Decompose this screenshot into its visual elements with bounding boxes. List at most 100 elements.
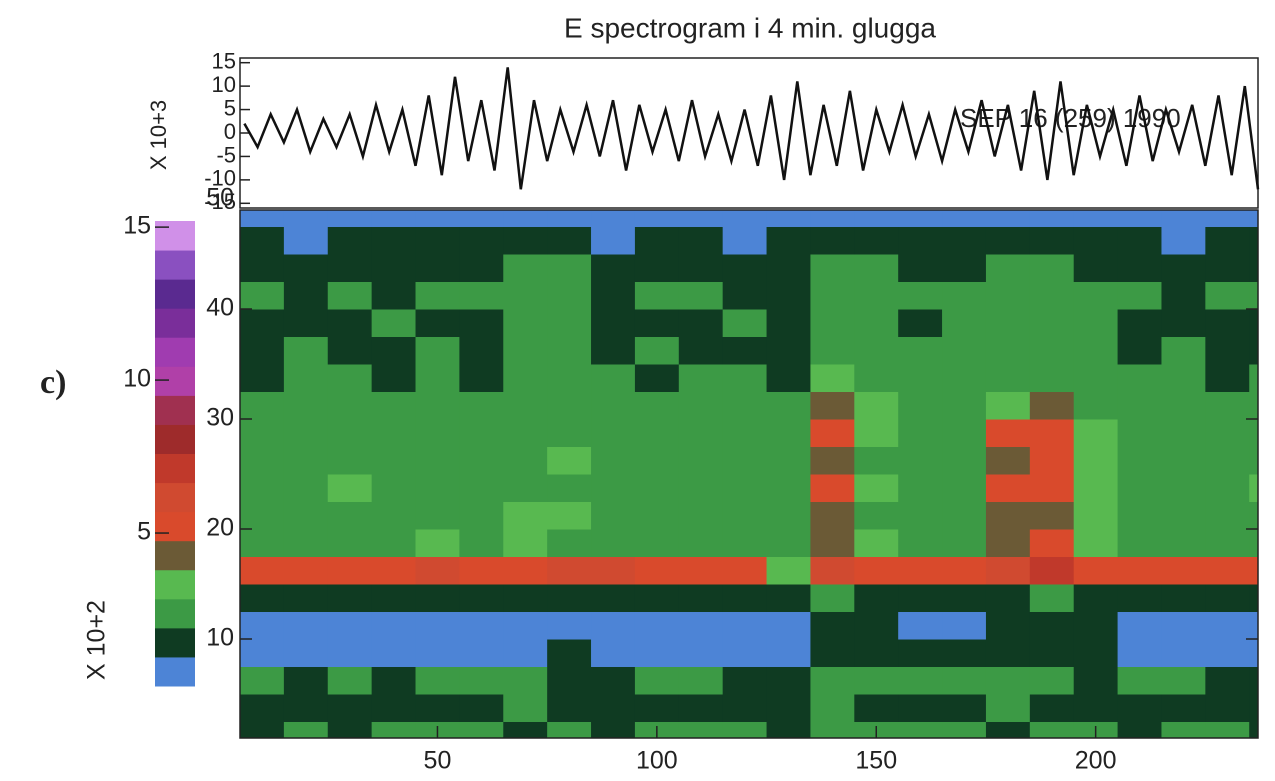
heat-cell	[1161, 694, 1206, 722]
heat-cell	[1073, 529, 1119, 557]
heat-cell	[1249, 254, 1258, 282]
heat-cell	[240, 364, 285, 392]
heat-cell	[1205, 501, 1250, 530]
heat-cell	[547, 529, 592, 557]
heat-cell	[1249, 446, 1258, 475]
heat-cell	[1249, 226, 1258, 255]
heat-cell	[678, 281, 724, 310]
heat-cell	[459, 474, 504, 502]
heat-cell	[240, 391, 285, 420]
heat-cell	[634, 364, 680, 392]
heat-cell	[766, 556, 811, 585]
heat-cell	[942, 446, 987, 475]
heat-cell	[722, 309, 768, 337]
x-tick-label: 100	[636, 747, 678, 775]
heat-cell	[1117, 584, 1162, 612]
heat-cell	[1029, 556, 1075, 585]
heat-cell	[1205, 556, 1250, 585]
heat-cell	[1249, 391, 1258, 420]
heat-cell	[634, 611, 680, 640]
heat-cell	[459, 281, 504, 310]
heat-cell	[415, 639, 460, 667]
heat-cell	[459, 309, 504, 337]
heat-cell	[240, 309, 285, 337]
heat-cell	[985, 529, 1031, 557]
heat-cell	[678, 419, 724, 447]
heat-cell	[678, 584, 724, 612]
heat-cell	[942, 226, 987, 255]
y-tick-label: 5	[224, 95, 236, 120]
heat-cell	[591, 666, 636, 695]
heat-cell	[1161, 210, 1206, 227]
heat-cell	[1073, 474, 1119, 502]
heat-cell	[1117, 501, 1162, 530]
heat-cell	[766, 666, 811, 695]
heat-cell	[240, 639, 285, 667]
heat-cell	[722, 364, 768, 392]
heat-cell	[1117, 210, 1162, 227]
y-tick-label: -5	[216, 142, 236, 167]
heat-cell	[1117, 694, 1162, 722]
heat-cell	[327, 336, 373, 365]
heat-cell	[371, 529, 417, 557]
heat-cell	[810, 694, 855, 722]
heat-cell	[1029, 254, 1075, 282]
x-tick-label: 200	[1075, 747, 1117, 775]
heat-cell	[371, 611, 417, 640]
heat-cell	[547, 391, 592, 420]
heat-cell	[327, 210, 373, 227]
heat-cell	[678, 501, 724, 530]
heat-cell	[1249, 529, 1258, 557]
heat-cell	[547, 584, 592, 612]
heat-cell	[1161, 474, 1206, 502]
heat-cell	[415, 419, 460, 447]
heat-cell	[722, 666, 768, 695]
heat-cell	[854, 474, 899, 502]
heat-cell	[283, 721, 329, 738]
heat-cell	[240, 666, 285, 695]
y-axis-label: X 10+3	[146, 100, 171, 170]
heat-cell	[854, 446, 899, 475]
heat-cell	[1029, 666, 1075, 695]
colorbar-segment	[155, 656, 195, 687]
heat-cell	[1117, 419, 1162, 447]
heat-cell	[985, 501, 1031, 530]
heat-cell	[1029, 281, 1075, 310]
heat-cell	[459, 210, 504, 227]
heat-cell	[810, 529, 855, 557]
heat-cell	[283, 611, 329, 640]
heat-cell	[766, 309, 811, 337]
colorbar-segment	[155, 569, 195, 600]
heat-cell	[240, 694, 285, 722]
heat-cell	[415, 254, 460, 282]
heat-cell	[810, 474, 855, 502]
colorbar-segment	[155, 511, 195, 542]
heat-cell	[327, 281, 373, 310]
heat-cell	[371, 419, 417, 447]
heat-cell	[283, 529, 329, 557]
heat-cell	[327, 584, 373, 612]
heat-cell	[985, 694, 1031, 722]
heat-cell	[283, 446, 329, 475]
heat-cell	[1161, 336, 1206, 365]
heat-cell	[283, 210, 329, 227]
heat-cell	[547, 694, 592, 722]
heat-cell	[898, 364, 943, 392]
heat-cell	[1117, 721, 1162, 738]
heat-cell	[371, 584, 417, 612]
heat-cell	[327, 391, 373, 420]
heat-cell	[854, 501, 899, 530]
heat-cell	[1029, 501, 1075, 530]
heat-cell	[415, 666, 460, 695]
heat-cell	[634, 584, 680, 612]
heat-cell	[371, 639, 417, 667]
heat-cell	[240, 529, 285, 557]
heat-cell	[503, 391, 548, 420]
heat-cell	[503, 666, 548, 695]
heat-cell	[1161, 254, 1206, 282]
heat-cell	[766, 336, 811, 365]
heat-cell	[766, 281, 811, 310]
heat-cell	[1161, 391, 1206, 420]
heat-cell	[678, 364, 724, 392]
heat-cell	[854, 210, 899, 227]
